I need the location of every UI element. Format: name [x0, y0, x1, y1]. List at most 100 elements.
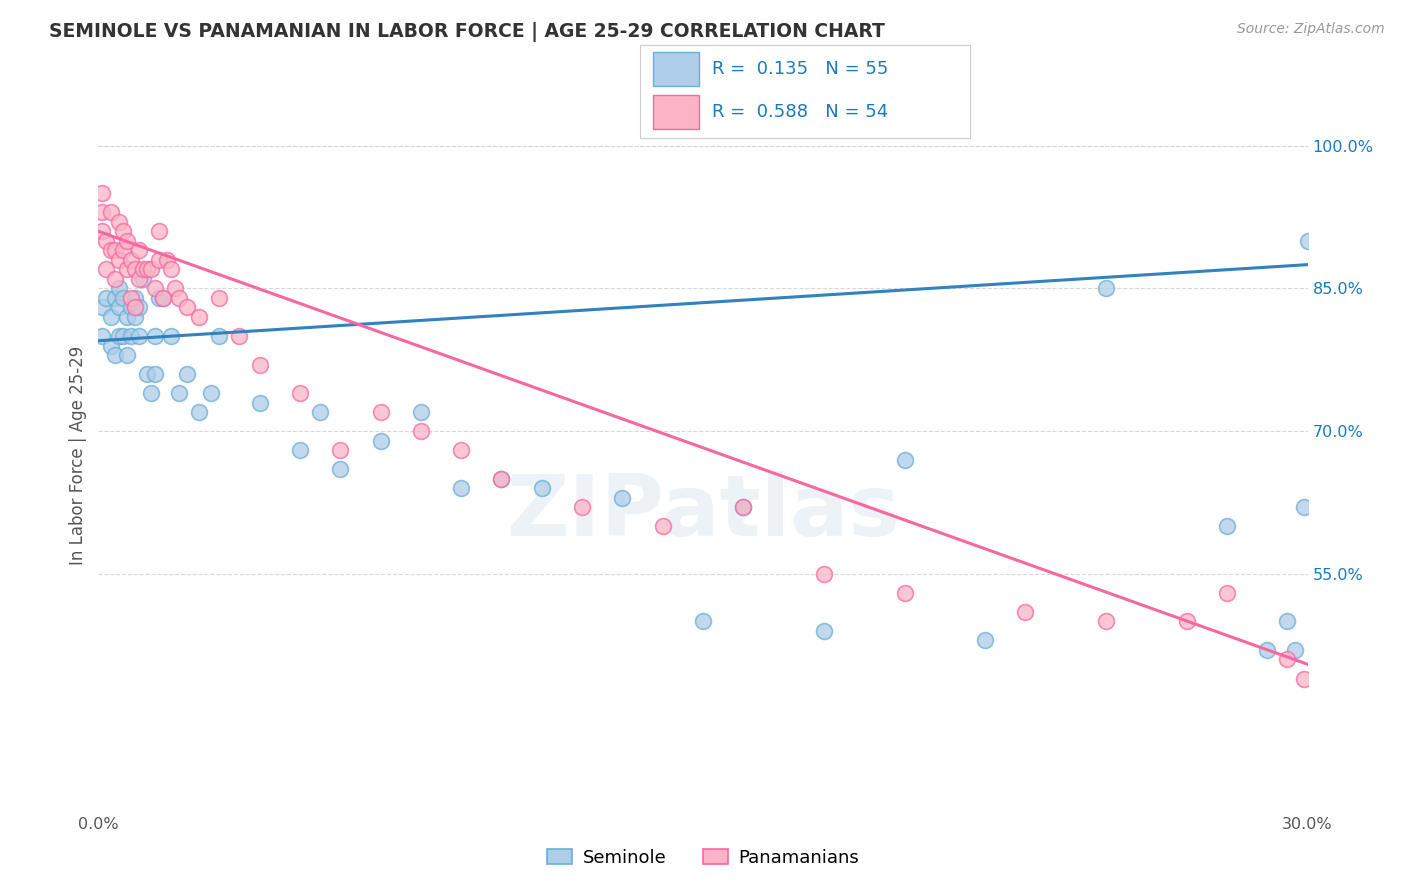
Point — [176, 367, 198, 381]
Point — [107, 301, 129, 315]
Point — [188, 310, 211, 324]
Point — [111, 224, 134, 238]
FancyBboxPatch shape — [652, 52, 699, 86]
Point — [120, 291, 142, 305]
Point — [128, 329, 150, 343]
Point — [188, 405, 211, 419]
Point — [148, 291, 170, 305]
Point — [160, 329, 183, 343]
Point — [651, 519, 673, 533]
Point — [1216, 519, 1239, 533]
Point — [370, 405, 392, 419]
Point — [100, 244, 122, 258]
Point — [100, 205, 122, 219]
Point — [143, 281, 166, 295]
Point — [1292, 500, 1315, 515]
Point — [143, 367, 166, 381]
Point — [612, 491, 634, 505]
Point — [124, 291, 146, 305]
Point — [176, 301, 198, 315]
Point — [571, 500, 593, 515]
Point — [1095, 281, 1118, 295]
Point — [107, 252, 129, 267]
Point — [249, 358, 271, 372]
Point — [124, 310, 146, 324]
Point — [733, 500, 755, 515]
Point — [692, 615, 714, 629]
Text: R =  0.135   N = 55: R = 0.135 N = 55 — [713, 60, 889, 78]
Point — [893, 586, 915, 600]
Point — [100, 338, 122, 352]
Point — [100, 310, 122, 324]
Point — [1296, 234, 1319, 248]
Point — [107, 329, 129, 343]
FancyBboxPatch shape — [652, 95, 699, 129]
Point — [148, 224, 170, 238]
Point — [200, 386, 222, 401]
Point — [1292, 672, 1315, 686]
Point — [135, 262, 157, 277]
Point — [288, 386, 311, 401]
Point — [1277, 615, 1299, 629]
Point — [91, 301, 114, 315]
Point — [115, 262, 138, 277]
Point — [96, 262, 118, 277]
Point — [115, 310, 138, 324]
Point — [132, 272, 155, 286]
Point — [132, 262, 155, 277]
Point — [167, 291, 190, 305]
Point — [148, 252, 170, 267]
Point — [128, 272, 150, 286]
Text: SEMINOLE VS PANAMANIAN IN LABOR FORCE | AGE 25-29 CORRELATION CHART: SEMINOLE VS PANAMANIAN IN LABOR FORCE | … — [49, 22, 886, 42]
Point — [120, 329, 142, 343]
Point — [120, 301, 142, 315]
Point — [1256, 643, 1278, 657]
Point — [103, 244, 125, 258]
Point — [107, 215, 129, 229]
Point — [103, 348, 125, 362]
Point — [813, 624, 835, 638]
Point — [115, 234, 138, 248]
Point — [228, 329, 250, 343]
Point — [1175, 615, 1198, 629]
Point — [329, 443, 352, 458]
Point — [813, 566, 835, 581]
Point — [409, 424, 432, 438]
Point — [309, 405, 332, 419]
Point — [156, 252, 179, 267]
Point — [893, 452, 915, 467]
Point — [143, 329, 166, 343]
Point — [139, 386, 162, 401]
Point — [91, 205, 114, 219]
Point — [111, 291, 134, 305]
Text: R =  0.588   N = 54: R = 0.588 N = 54 — [713, 103, 889, 121]
Point — [152, 291, 174, 305]
Point — [1284, 643, 1306, 657]
Point — [96, 234, 118, 248]
Point — [288, 443, 311, 458]
Point — [103, 272, 125, 286]
Point — [329, 462, 352, 476]
Point — [1095, 615, 1118, 629]
Point — [409, 405, 432, 419]
Point — [491, 472, 513, 486]
Point — [107, 281, 129, 295]
Point — [160, 262, 183, 277]
Point — [96, 291, 118, 305]
Point — [115, 348, 138, 362]
Point — [733, 500, 755, 515]
Y-axis label: In Labor Force | Age 25-29: In Labor Force | Age 25-29 — [69, 345, 87, 565]
Point — [1216, 586, 1239, 600]
Point — [111, 244, 134, 258]
Text: ZIPatlas: ZIPatlas — [506, 470, 900, 554]
Point — [124, 262, 146, 277]
Point — [111, 329, 134, 343]
Point — [91, 224, 114, 238]
Point — [370, 434, 392, 448]
Point — [152, 291, 174, 305]
Point — [91, 329, 114, 343]
Point — [135, 367, 157, 381]
Point — [163, 281, 186, 295]
Point — [128, 301, 150, 315]
Point — [120, 252, 142, 267]
